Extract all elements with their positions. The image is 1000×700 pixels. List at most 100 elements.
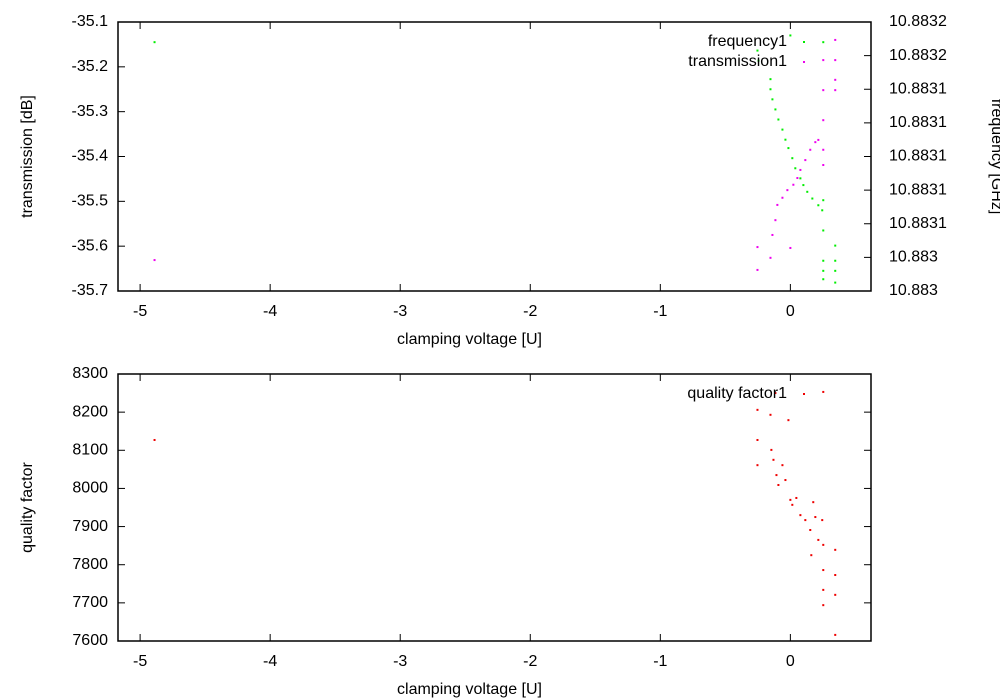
y2-tick-label: 10.883 [889, 282, 938, 299]
y2-tick-label: 10.8832 [889, 13, 947, 30]
y-tick-label: 8200 [72, 403, 108, 420]
point [822, 543, 825, 546]
point [804, 159, 807, 162]
y-tick-label: 7800 [72, 556, 108, 573]
point [822, 588, 825, 591]
y-tick-label: -35.5 [72, 193, 109, 210]
point [769, 256, 772, 259]
point [791, 157, 794, 160]
point [822, 229, 825, 232]
x-tick-label: -1 [653, 303, 667, 320]
y-tick-label: -35.3 [72, 103, 109, 120]
point [834, 633, 837, 636]
y-tick-label: 8000 [72, 480, 108, 497]
y2-tick-label: 10.8831 [889, 181, 947, 198]
point [822, 59, 825, 62]
x-axis-label: clamping voltage [U] [397, 681, 542, 698]
point [756, 246, 759, 249]
y-axis-label: transmission [dB] [19, 95, 36, 218]
point [821, 519, 824, 522]
point [822, 89, 825, 92]
x-tick-label: -2 [523, 653, 537, 670]
point [822, 390, 825, 393]
point [817, 538, 820, 541]
point [822, 119, 825, 122]
point [781, 464, 784, 467]
point [757, 59, 760, 62]
point [834, 259, 837, 262]
point [791, 503, 794, 506]
point [822, 269, 825, 272]
x-tick-label: -2 [523, 303, 537, 320]
point [786, 189, 789, 192]
point [822, 199, 825, 202]
x-tick-label: -1 [653, 653, 667, 670]
point [153, 438, 156, 441]
point [784, 479, 787, 482]
point [814, 141, 817, 144]
point [774, 219, 777, 222]
point [775, 474, 778, 477]
point [817, 138, 820, 141]
legend-label: frequency1 [708, 33, 787, 50]
y-tick-label: 7900 [72, 518, 108, 535]
y-tick-label: 8300 [72, 365, 108, 382]
point [834, 89, 837, 92]
x-tick-label: -3 [393, 303, 407, 320]
y2-tick-label: 10.8831 [889, 114, 947, 131]
legend-marker [803, 41, 805, 43]
y2-axis-label: frequency [GHz] [988, 99, 1000, 215]
point [789, 246, 792, 249]
legend-marker [803, 61, 805, 63]
x-axis-label: clamping voltage [U] [397, 331, 542, 348]
x-tick-label: -4 [263, 653, 277, 670]
y-tick-label: -35.4 [72, 148, 109, 165]
y-axis-label: quality factor [19, 461, 36, 552]
point [810, 554, 813, 557]
plot: -5 -4 -3 -2 -1 0 -35.1 -35.2 -35.3 -35.4 -35.5 -35.… [19, 13, 1000, 348]
point [789, 498, 792, 501]
point [794, 167, 797, 170]
legend-label: quality factor1 [687, 385, 787, 402]
point [821, 209, 824, 212]
legend-marker [803, 393, 805, 395]
y-tick-label: 7700 [72, 594, 108, 611]
point [772, 458, 775, 461]
y2-tick-label: 10.8831 [889, 215, 947, 232]
point [822, 604, 825, 607]
point [777, 483, 780, 486]
point [822, 41, 825, 44]
point [756, 268, 759, 271]
point [834, 244, 837, 247]
point [776, 203, 779, 206]
x-tick-label: -5 [133, 303, 147, 320]
x-tick-label: 0 [786, 653, 795, 670]
x-tick-label: -4 [263, 303, 277, 320]
plot: -5 -4 -3 -2 -1 0 8300 8200 8100 8000 7900 7800 7700 7… [19, 365, 872, 698]
point [834, 38, 837, 41]
point [781, 196, 784, 199]
point [806, 190, 809, 193]
y-tick-label: -35.6 [72, 237, 109, 254]
point [153, 259, 156, 262]
point [770, 448, 773, 451]
point [811, 197, 814, 200]
point [834, 59, 837, 62]
point [822, 164, 825, 167]
x-tick-label: 0 [786, 303, 795, 320]
point [777, 118, 780, 121]
point [809, 529, 812, 532]
point [822, 569, 825, 572]
y2-tick-label: 10.8831 [889, 148, 947, 165]
point [769, 88, 772, 91]
point [814, 516, 817, 519]
y2-tick-label: 10.8831 [889, 80, 947, 97]
point [817, 204, 820, 207]
point [834, 593, 837, 596]
point [756, 464, 759, 467]
point [802, 184, 805, 187]
y2-tick-label: 10.8832 [889, 47, 947, 64]
point [781, 128, 784, 131]
y-tick-label: 7600 [72, 632, 108, 649]
